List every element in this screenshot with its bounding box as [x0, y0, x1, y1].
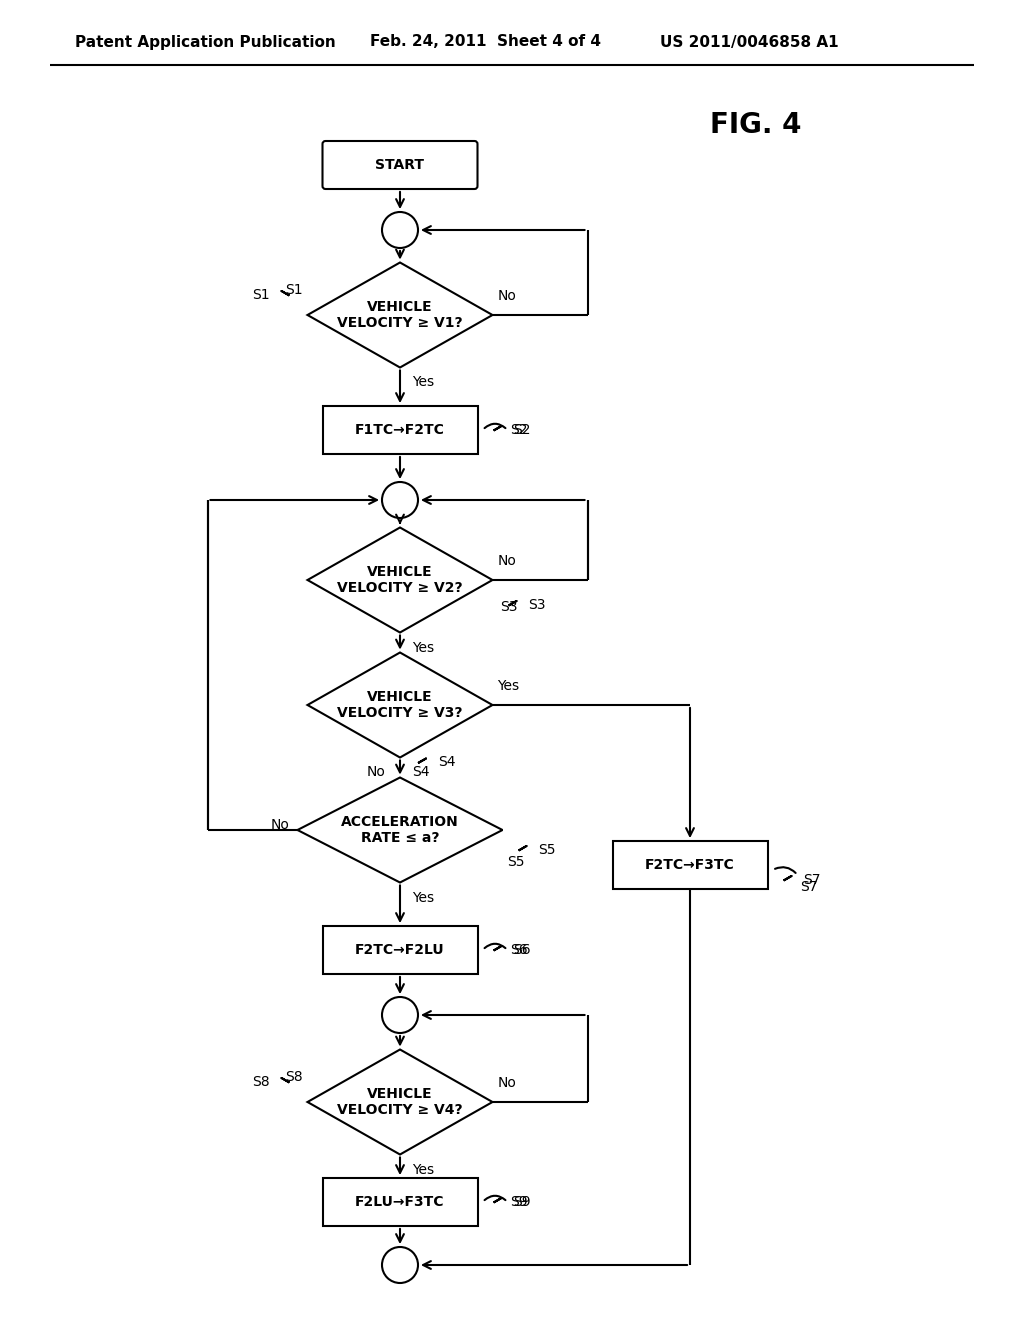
Text: S5: S5	[539, 843, 556, 857]
Text: S9: S9	[513, 1195, 531, 1209]
Circle shape	[382, 213, 418, 248]
Text: F2TC→F2LU: F2TC→F2LU	[355, 942, 444, 957]
Text: Feb. 24, 2011  Sheet 4 of 4: Feb. 24, 2011 Sheet 4 of 4	[370, 34, 601, 49]
Text: No: No	[367, 766, 385, 780]
Text: S1: S1	[285, 282, 302, 297]
Text: No: No	[498, 289, 516, 304]
Bar	[323, 1177, 477, 1226]
Bar	[612, 841, 768, 888]
Text: US 2011/0046858 A1: US 2011/0046858 A1	[660, 34, 839, 49]
Text: No: No	[270, 818, 290, 832]
Polygon shape	[307, 263, 493, 367]
Circle shape	[382, 482, 418, 517]
Text: S8: S8	[252, 1074, 269, 1089]
Text: START: START	[376, 158, 425, 172]
Text: S8: S8	[285, 1071, 302, 1084]
Polygon shape	[307, 652, 493, 758]
Text: S3: S3	[501, 601, 518, 614]
Text: S2: S2	[511, 422, 528, 437]
Text: VEHICLE
VELOCITY ≥ V3?: VEHICLE VELOCITY ≥ V3?	[337, 690, 463, 721]
Text: FIG. 4: FIG. 4	[710, 111, 802, 139]
Text: S6: S6	[511, 942, 528, 957]
Text: S7: S7	[804, 873, 821, 887]
Text: Yes: Yes	[412, 375, 434, 389]
Text: F2TC→F3TC: F2TC→F3TC	[645, 858, 735, 873]
Text: Yes: Yes	[412, 891, 434, 904]
Text: S3: S3	[528, 598, 546, 612]
Text: S6: S6	[513, 942, 531, 957]
Polygon shape	[307, 1049, 493, 1155]
Text: ACCELERATION
RATE ≤ a?: ACCELERATION RATE ≤ a?	[341, 814, 459, 845]
Text: VEHICLE
VELOCITY ≥ V2?: VEHICLE VELOCITY ≥ V2?	[337, 565, 463, 595]
Text: S7: S7	[801, 880, 818, 894]
Text: S2: S2	[513, 422, 531, 437]
FancyBboxPatch shape	[323, 141, 477, 189]
Text: No: No	[498, 1076, 516, 1090]
Circle shape	[382, 1247, 418, 1283]
Text: No: No	[498, 554, 516, 568]
Text: F1TC→F2TC: F1TC→F2TC	[355, 422, 445, 437]
Bar	[323, 407, 477, 454]
Text: VEHICLE
VELOCITY ≥ V1?: VEHICLE VELOCITY ≥ V1?	[337, 300, 463, 330]
Text: S4: S4	[438, 755, 456, 770]
Circle shape	[382, 997, 418, 1034]
Text: VEHICLE
VELOCITY ≥ V4?: VEHICLE VELOCITY ≥ V4?	[337, 1086, 463, 1117]
Text: S4: S4	[412, 766, 429, 780]
Text: S1: S1	[252, 288, 269, 302]
Text: Yes: Yes	[498, 678, 519, 693]
Text: Patent Application Publication: Patent Application Publication	[75, 34, 336, 49]
Text: F2LU→F3TC: F2LU→F3TC	[355, 1195, 444, 1209]
Text: S9: S9	[511, 1195, 528, 1209]
Bar	[323, 927, 477, 974]
Polygon shape	[307, 528, 493, 632]
Text: Yes: Yes	[412, 640, 434, 655]
Text: S5: S5	[508, 855, 525, 869]
Polygon shape	[298, 777, 503, 883]
Text: Yes: Yes	[412, 1163, 434, 1176]
